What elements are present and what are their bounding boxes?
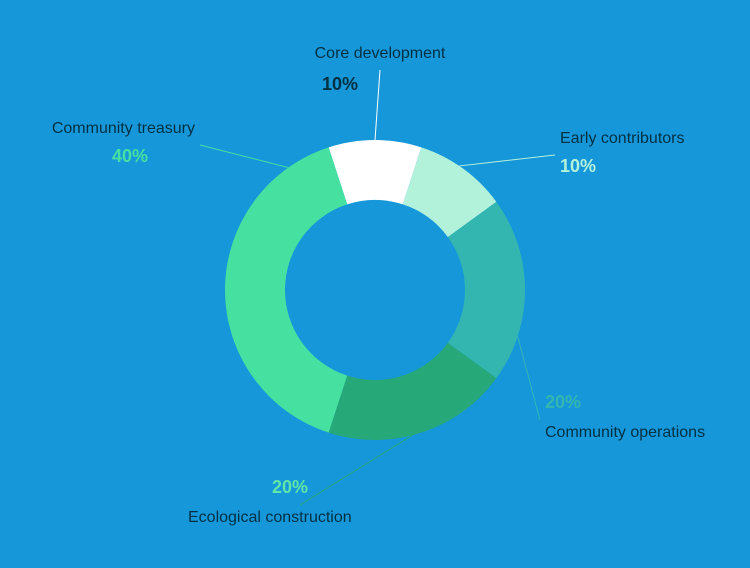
slice-label: Core development <box>315 45 446 62</box>
slice-label: Ecological construction <box>188 509 352 526</box>
slice-percent: 40% <box>112 146 148 166</box>
slice-percent: 20% <box>272 477 308 497</box>
slice-percent: 20% <box>545 392 581 412</box>
chart-background <box>0 0 750 568</box>
slice-label: Community operations <box>545 424 705 441</box>
slice-label: Community treasury <box>52 120 195 137</box>
slice-label: Early contributors <box>560 130 685 147</box>
donut-chart: Core development 10% Early contributors 10%… <box>0 0 750 568</box>
slice-percent: 10% <box>322 74 358 94</box>
slice-percent: 10% <box>560 156 596 176</box>
